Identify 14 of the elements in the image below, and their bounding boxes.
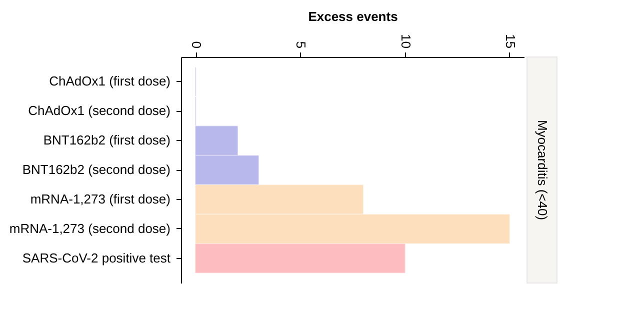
y-tick-label: BNT162b2 (second dose) xyxy=(22,162,170,177)
x-tick-label: 0 xyxy=(189,41,204,48)
x-tick-label: 10 xyxy=(398,34,414,48)
bar xyxy=(195,244,406,274)
y-tick-label: mRNA-1,273 (second dose) xyxy=(9,220,170,236)
y-tick-label: SARS-CoV-2 positive test xyxy=(22,250,171,266)
x-tick-label: 15 xyxy=(502,34,518,48)
x-axis-title: Excess events xyxy=(308,9,398,24)
y-tick-label: ChAdOx1 (second dose) xyxy=(28,103,170,118)
y-tick-label: ChAdOx1 (first dose) xyxy=(49,74,170,89)
y-tick-label: BNT162b2 (first dose) xyxy=(43,132,170,148)
y-tick-label: mRNA-1,273 (first dose) xyxy=(30,191,170,206)
x-tick-label: 5 xyxy=(294,41,309,48)
text: Myocarditis (<40) xyxy=(535,120,550,220)
